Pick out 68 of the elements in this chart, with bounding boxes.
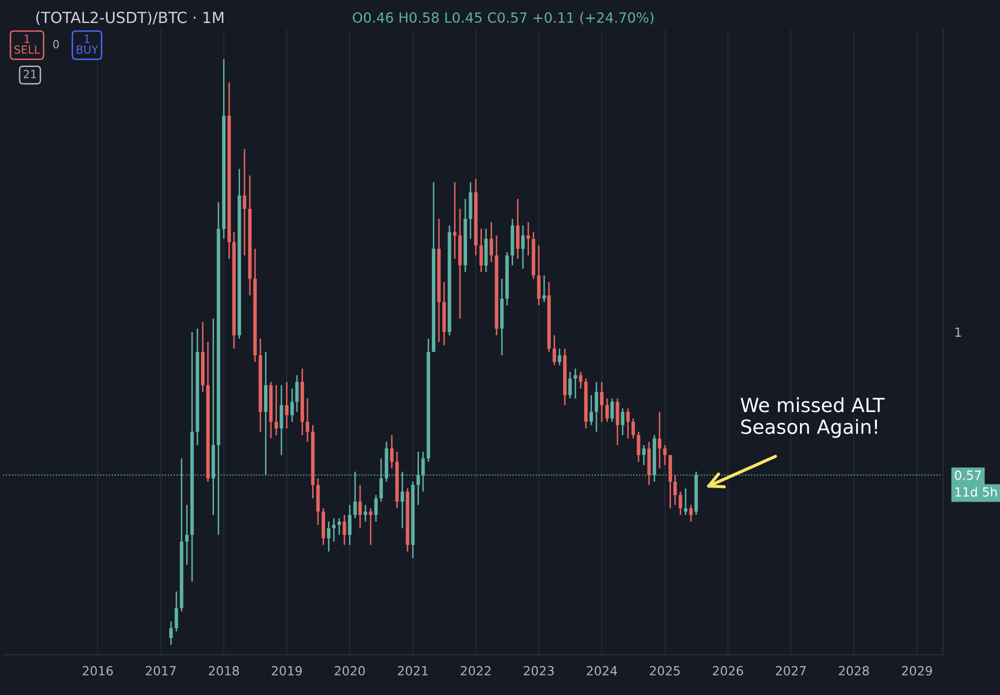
candlestick xyxy=(678,490,682,516)
candlestick xyxy=(290,388,294,422)
annotation: 21 xyxy=(24,70,36,78)
candlestick xyxy=(673,474,677,506)
candlestick xyxy=(552,334,556,366)
candlestick xyxy=(579,371,582,390)
candlestick xyxy=(605,398,609,422)
candlestick xyxy=(368,508,372,546)
candlestick xyxy=(280,384,284,456)
x-tick-label: 2016 xyxy=(82,666,113,676)
annotation: We missed ALT Season Again! xyxy=(740,397,885,438)
candlestick xyxy=(516,198,520,260)
candlestick xyxy=(658,411,662,470)
legend-label: 11d 5h xyxy=(955,487,997,497)
annotation: 0 xyxy=(53,40,59,48)
x-tick-label: 2020 xyxy=(334,666,365,676)
candlestick xyxy=(521,224,525,270)
candlestick xyxy=(326,520,330,552)
candlestick xyxy=(689,504,693,522)
y-tick-label: 1 xyxy=(955,328,961,337)
x-tick-label: 2019 xyxy=(272,666,302,676)
candlestick xyxy=(274,384,278,436)
candlestick xyxy=(285,381,288,430)
candlestick xyxy=(542,274,546,303)
candlestick xyxy=(600,381,604,422)
candlestick xyxy=(537,244,541,306)
candlestick xyxy=(558,348,562,366)
candlestick xyxy=(620,408,624,436)
x-tick-label: 2028 xyxy=(838,666,869,676)
candlestick xyxy=(594,381,598,432)
chart-subtitle: O0.46 H0.58 L0.45 C0.57 +0.11 (+24.70%) xyxy=(352,12,654,24)
candlestick xyxy=(479,228,483,273)
candlestick xyxy=(295,374,299,413)
x-tick-label: 2026 xyxy=(712,666,743,676)
y-tick-label: 0.57 xyxy=(954,470,981,480)
candlestick xyxy=(574,368,578,400)
candlestick xyxy=(364,504,368,522)
candlestick xyxy=(174,590,178,632)
candlestick xyxy=(342,514,346,546)
candlestick xyxy=(568,371,572,400)
candlestick xyxy=(590,394,593,426)
candlestick xyxy=(390,434,394,470)
candlestick xyxy=(610,398,614,422)
candlestick xyxy=(337,518,341,536)
chart-title: (TOTAL2-USDT)/BTC · 1M xyxy=(36,11,224,25)
candlestick xyxy=(185,504,189,566)
candlestick xyxy=(453,182,457,260)
x-tick-label: 2025 xyxy=(650,666,680,676)
candlestick xyxy=(490,221,494,263)
candlestick xyxy=(348,504,352,546)
x-tick-label: 2029 xyxy=(902,666,932,676)
candlestick xyxy=(642,444,646,466)
candlestick xyxy=(358,484,362,529)
candlestick xyxy=(663,444,667,466)
candlestick xyxy=(332,518,336,542)
candlestick xyxy=(374,494,378,522)
x-tick-label: 2027 xyxy=(776,666,806,676)
x-tick-label: 2024 xyxy=(586,666,617,676)
annotation: 1 SELL xyxy=(14,34,40,54)
x-tick-label: 2017 xyxy=(146,666,176,676)
annotation: 1 BUY xyxy=(76,34,98,54)
x-tick-label: 2018 xyxy=(208,666,239,676)
x-tick-label: 2023 xyxy=(524,666,554,676)
x-tick-label: 2022 xyxy=(460,666,490,676)
candlestick xyxy=(631,418,635,440)
candlestick xyxy=(526,221,530,256)
x-tick-label: 2021 xyxy=(398,666,428,676)
candlestick xyxy=(684,488,688,516)
